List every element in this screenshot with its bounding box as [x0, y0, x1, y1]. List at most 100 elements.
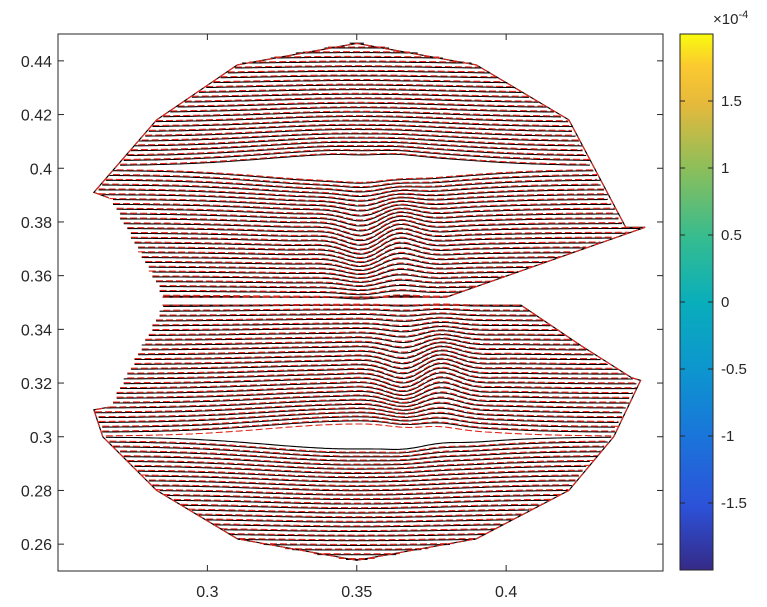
contour-line-dashed	[98, 406, 623, 418]
contour-line-solid	[177, 102, 547, 108]
contour-line-solid	[206, 84, 515, 89]
contour-line-dashed	[141, 132, 579, 141]
y-tick-label: 0.34	[21, 322, 52, 339]
contour-line-solid	[141, 338, 579, 349]
contour-line-dashed	[163, 493, 562, 500]
colorbar-tick-label: 0	[721, 294, 729, 311]
contour-line-dashed	[109, 396, 626, 408]
x-tick-label: 0.35	[341, 584, 372, 601]
contour-line-dashed	[213, 79, 504, 83]
contour-line-dashed	[116, 207, 615, 221]
contour-line-solid	[234, 66, 483, 69]
contour-line-dashed	[116, 386, 630, 400]
contour-line-dashed	[127, 362, 623, 379]
contour-line-solid	[123, 367, 633, 384]
contour-line-dashed	[220, 74, 497, 78]
contour-line-solid	[213, 524, 504, 528]
contour-line-dashed	[113, 391, 630, 403]
contour-line-solid	[98, 407, 623, 419]
contour-line-dashed	[170, 106, 554, 112]
contour-line-solid	[242, 61, 472, 64]
contour-line-dashed	[120, 376, 637, 392]
contour-line-solid	[191, 93, 529, 98]
y-tick-label: 0.44	[21, 54, 52, 71]
contour-line-solid	[113, 392, 630, 404]
contour-line-solid	[141, 342, 587, 354]
y-axis: 0.26 0.28 0.3 0.32 0.34 0.36 0.38 0.4 0.42 0.44	[21, 54, 663, 554]
contour-line-solid	[198, 514, 522, 519]
contour-line-solid	[98, 412, 619, 423]
contour-line-dashed	[199, 88, 522, 93]
contour-line-dashed	[105, 423, 612, 437]
contour-line-solid	[120, 153, 590, 166]
contour-line-dashed	[127, 459, 594, 469]
contour-line-solid	[127, 145, 587, 157]
contour-line-solid	[145, 475, 579, 483]
contour-line-dashed	[148, 479, 576, 487]
contour-line-dashed	[159, 283, 479, 291]
contour-line-solid	[127, 223, 640, 242]
contour-line-solid	[134, 137, 583, 147]
contour-line-solid	[152, 120, 572, 128]
contour-line-dashed	[130, 140, 583, 151]
contour-line-solid	[152, 268, 519, 279]
x-axis: 0.3 0.35 0.4	[196, 34, 517, 601]
contour-line-dashed	[127, 223, 644, 241]
contour-line-solid	[109, 441, 608, 454]
contour-line-solid	[120, 451, 601, 462]
contour-line-solid	[102, 420, 615, 433]
contour-line-solid	[159, 290, 461, 296]
axes-box	[57, 33, 664, 572]
contour-line-dashed	[141, 474, 580, 482]
contour-line-dashed	[95, 401, 623, 413]
contour-line-dashed	[138, 246, 576, 263]
contour-line-dashed	[163, 307, 529, 311]
contour-line-solid	[127, 362, 626, 379]
contour-line-dashed	[113, 445, 605, 457]
contour-line-solid	[123, 219, 623, 237]
contour-line-solid	[134, 465, 587, 474]
lobe-boundary-dashed	[93, 304, 642, 561]
contour-line-dashed	[195, 513, 522, 518]
contour-line-dashed	[159, 312, 536, 316]
contour-line-solid	[138, 242, 587, 259]
contour-line-solid	[120, 215, 619, 232]
contour-line-solid	[156, 279, 490, 287]
contour-line-solid	[148, 330, 565, 338]
contour-line-solid	[112, 446, 605, 458]
contour-line-solid	[116, 382, 633, 397]
contour-line-dashed	[98, 411, 619, 422]
contour-line-solid	[130, 228, 626, 246]
contour-line-solid	[191, 509, 529, 514]
colorbar-tick-label: 1.5	[721, 93, 742, 110]
contour-line-dashed	[138, 469, 583, 478]
contour-line-dashed	[138, 136, 579, 146]
contour-line-dashed	[156, 278, 493, 287]
contour-line-solid	[148, 124, 572, 132]
contour-line-solid	[123, 456, 597, 466]
contour-line-solid	[102, 184, 601, 198]
contour-line-dashed	[141, 341, 587, 353]
contour-line-dashed	[134, 236, 601, 254]
contour-line-solid	[156, 317, 544, 322]
y-tick-label: 0.36	[21, 269, 52, 286]
contour-line-solid	[159, 489, 569, 496]
contour-line-dashed	[285, 548, 429, 550]
contour-line-dashed	[184, 97, 537, 102]
x-tick-label: 0.4	[495, 584, 517, 601]
contour-line-solid	[134, 350, 601, 365]
contour-line-dashed	[109, 440, 608, 453]
contour-line-dashed	[155, 489, 569, 495]
y-tick-label: 0.4	[30, 161, 52, 178]
contour-line-dashed	[123, 455, 597, 465]
contour-line-solid	[156, 115, 569, 123]
contour-line-dashed	[123, 218, 623, 236]
contour-line-solid	[145, 258, 544, 272]
contour-line-dashed	[188, 508, 533, 513]
contour-line-dashed	[98, 193, 608, 206]
contour-line-solid	[105, 436, 612, 450]
contour-line-dashed	[260, 543, 454, 546]
x-tick-label: 0.3	[196, 584, 218, 601]
contour-line-solid	[263, 543, 451, 546]
